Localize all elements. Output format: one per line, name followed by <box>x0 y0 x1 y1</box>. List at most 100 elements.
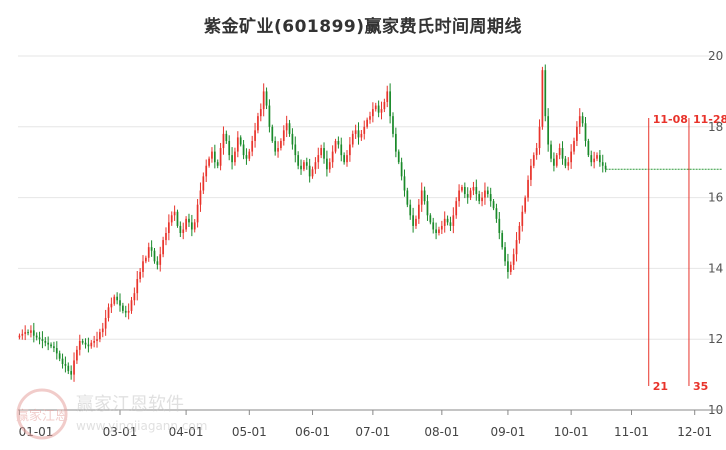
candle-body <box>530 165 532 180</box>
candle <box>165 227 167 246</box>
candle-body <box>274 140 277 152</box>
candle <box>193 219 196 233</box>
candle-body <box>193 222 196 230</box>
candle <box>24 325 27 341</box>
candle <box>527 175 529 202</box>
candle-body <box>124 310 127 313</box>
fib-line: 11-08 21 <box>648 113 688 393</box>
candle <box>383 98 386 113</box>
candle-body <box>216 162 219 166</box>
candle-body <box>76 349 78 361</box>
candle-body <box>331 151 334 163</box>
candle <box>222 126 225 155</box>
candle <box>466 187 469 204</box>
candle-body <box>377 105 380 113</box>
seal-icon <box>16 388 68 440</box>
candle-body <box>515 240 518 255</box>
candle <box>167 214 170 241</box>
candle-body <box>107 307 110 318</box>
candle <box>199 182 202 212</box>
candle <box>127 303 130 320</box>
candle-body <box>202 176 205 191</box>
candle <box>576 121 578 147</box>
candle <box>219 142 222 171</box>
candle <box>340 137 343 162</box>
candle <box>446 215 449 226</box>
candle <box>234 147 236 166</box>
candle <box>96 331 98 348</box>
candle <box>435 222 437 240</box>
candle-body <box>259 109 262 117</box>
candle-body <box>282 130 285 141</box>
candle-body <box>277 148 279 152</box>
candle-body <box>58 353 61 359</box>
candle <box>449 216 452 232</box>
candle-body <box>110 303 113 308</box>
candle <box>231 147 233 170</box>
candle <box>300 159 302 175</box>
candle-body <box>403 176 406 191</box>
candle <box>509 261 512 275</box>
fib-time-lines: 11-08 21 11-28 35 <box>605 113 726 393</box>
candle <box>547 108 550 152</box>
x-tick-label: 01-01 <box>19 425 54 439</box>
candle <box>251 135 254 157</box>
candle-body <box>228 140 231 156</box>
candle-body <box>524 197 527 212</box>
candle-body <box>458 190 460 202</box>
candle-body <box>541 70 544 127</box>
candle <box>99 328 101 343</box>
candle-body <box>423 190 426 202</box>
candle <box>328 158 331 173</box>
candle <box>67 362 70 375</box>
candle-body <box>417 204 420 219</box>
candle-body <box>87 344 90 347</box>
candle-body <box>44 340 47 343</box>
candle <box>538 119 541 155</box>
candle <box>58 350 61 362</box>
candle-body <box>167 222 170 233</box>
candle-body <box>317 155 320 163</box>
candle-body <box>242 144 245 156</box>
candle <box>44 337 47 347</box>
candle-body <box>185 218 187 230</box>
candle-body <box>343 155 346 163</box>
candle <box>337 136 340 149</box>
candle-body <box>67 365 70 372</box>
candle-body <box>372 109 374 117</box>
candle <box>403 169 406 197</box>
candle <box>70 365 73 380</box>
candle-body <box>584 123 587 141</box>
candle-body <box>495 208 498 219</box>
candle <box>110 297 113 313</box>
candle-body <box>501 233 504 248</box>
candle-body <box>300 165 302 170</box>
candle-body <box>446 218 449 223</box>
candle-body <box>440 225 443 230</box>
candle <box>389 83 391 124</box>
watermark-logo: 赢家江恩 赢家江恩软件 www.yingjiagann.com <box>16 388 207 440</box>
candle-body <box>429 215 432 223</box>
candle-body <box>314 162 317 170</box>
candle <box>443 211 446 233</box>
candle-body <box>257 116 259 131</box>
candle-body <box>32 330 35 336</box>
candle <box>211 147 213 163</box>
candle-body <box>219 148 222 166</box>
candle <box>532 152 535 169</box>
candle-body <box>587 140 590 156</box>
candle-body <box>544 70 547 117</box>
candle-body <box>570 151 573 163</box>
chart-title: 紫金矿业(601899)赢家费氏时间周期线 <box>203 17 522 37</box>
candle <box>208 156 210 168</box>
grid-lines <box>18 55 722 411</box>
candle <box>156 256 159 270</box>
candle-body <box>291 133 294 145</box>
candle-body <box>590 155 593 163</box>
candle <box>239 135 242 147</box>
candle <box>280 138 282 151</box>
candle-body <box>213 151 216 163</box>
candle-body <box>311 169 314 177</box>
candle <box>412 207 414 233</box>
candle <box>320 144 323 159</box>
